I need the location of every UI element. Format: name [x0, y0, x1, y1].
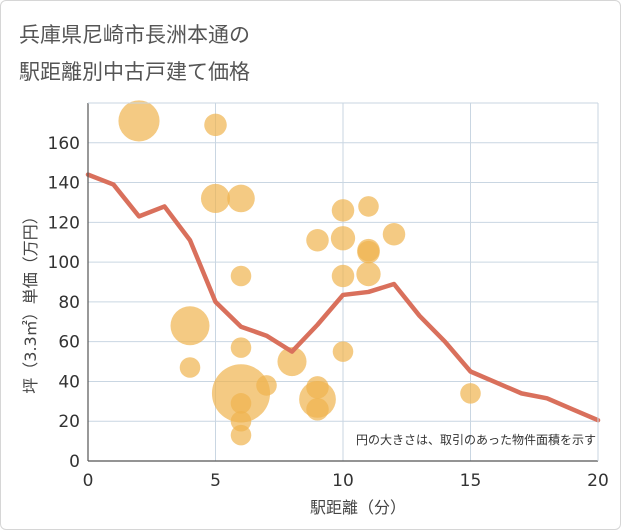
bubble-point — [382, 223, 406, 246]
trend-line — [85, 172, 601, 423]
bubble-point — [306, 228, 329, 252]
y-tick-label: 120 — [48, 213, 80, 233]
bubble-point — [230, 424, 252, 446]
size-note: 円の大きさは、取引のあった物件面積を示す — [356, 432, 596, 447]
bubble-point — [200, 183, 231, 214]
y-tick-label: 80 — [58, 293, 80, 313]
tick-labels: 0 20 40 60 80 100 120 140 160 0 5 10 15 20 — [48, 134, 609, 491]
chart-title-line-2: 駅距離別中古戸建て価格 — [19, 60, 250, 84]
bubble-point — [306, 398, 329, 421]
axes — [87, 102, 599, 462]
trend-line-group — [85, 172, 601, 423]
bubble-point — [179, 357, 201, 378]
y-axis-label: 坪（3.3㎡）単価（万円） — [21, 208, 40, 393]
bubble-series — [118, 100, 481, 446]
bubble-point — [357, 240, 380, 264]
bubble-point — [356, 261, 381, 287]
y-tick-label: 20 — [58, 412, 80, 432]
x-tick-label: 5 — [210, 471, 221, 491]
y-tick-label: 0 — [69, 452, 80, 472]
bubble-point — [230, 337, 252, 358]
bubble-point — [230, 393, 252, 414]
bubble-point — [460, 383, 481, 404]
x-tick-label: 20 — [587, 471, 609, 491]
bubble-point — [118, 100, 160, 142]
bubble-point — [256, 375, 277, 396]
bubble-point — [170, 306, 210, 346]
y-tick-label: 100 — [48, 253, 80, 273]
bubble-point — [332, 341, 354, 362]
chart-title-line-1: 兵庫県尼崎市長洲本通の — [19, 23, 250, 47]
x-tick-label: 15 — [460, 471, 482, 491]
bubble-point — [330, 226, 356, 251]
bubble-point — [277, 347, 307, 377]
bubble-point — [331, 199, 355, 222]
x-tick-label: 10 — [332, 471, 354, 491]
y-tick-label: 40 — [58, 372, 80, 392]
bubble-point — [227, 184, 255, 213]
y-tick-label: 140 — [48, 174, 80, 194]
y-tick-label: 160 — [48, 134, 80, 154]
bubble-point — [204, 113, 227, 137]
bubble-point — [358, 196, 379, 217]
y-tick-label: 60 — [58, 333, 80, 353]
bubble-point — [230, 265, 252, 287]
x-axis-label: 駅距離（分） — [310, 498, 406, 517]
bubble-point — [331, 264, 355, 288]
x-tick-label: 0 — [83, 471, 94, 491]
